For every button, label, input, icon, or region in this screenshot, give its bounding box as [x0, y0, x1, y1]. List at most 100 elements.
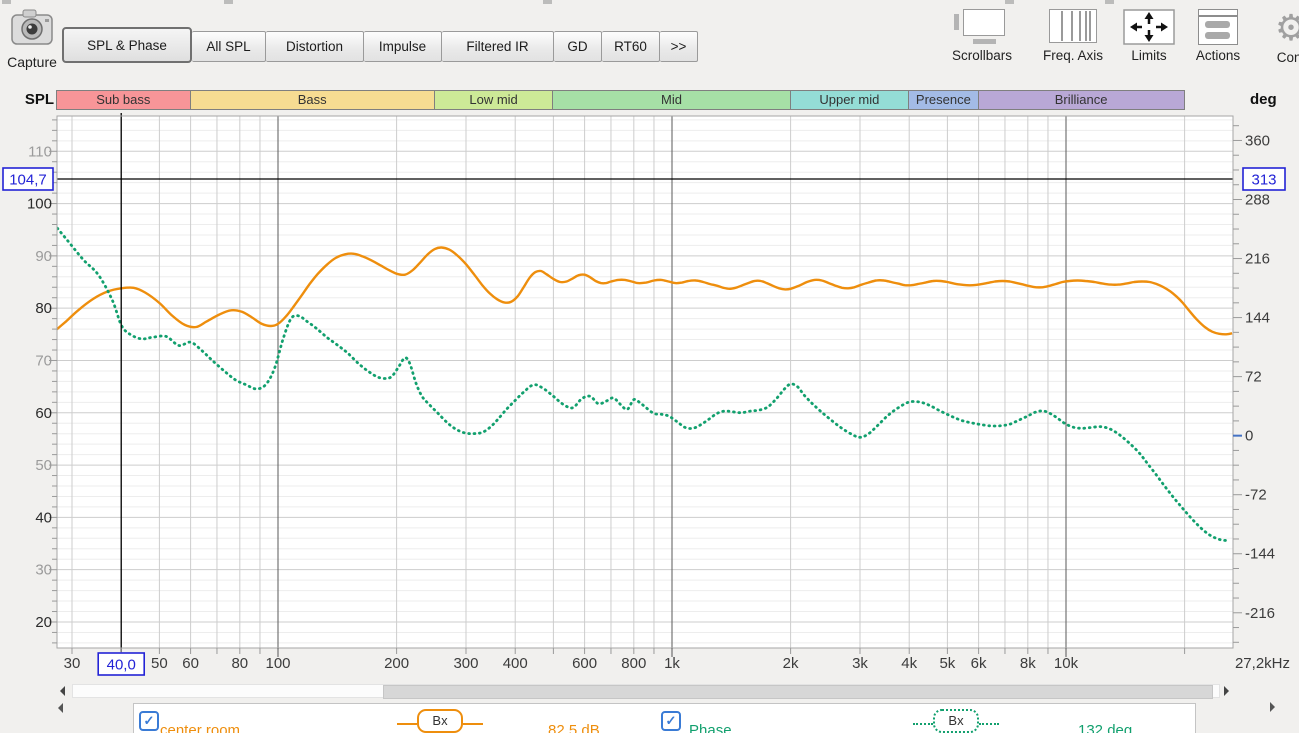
gear-icon: ⚙	[1274, 7, 1299, 48]
limits-button[interactable]: Limits	[1116, 9, 1182, 63]
axis-labels: 110 100 90 80 70 60 50 40 30 20 360 288 216 144 72 0 -72…	[27, 132, 1290, 672]
plot-border	[56, 115, 1234, 649]
cursor-freq-readout: 40,0	[97, 652, 146, 676]
scroll-right-arrow[interactable]	[1224, 686, 1229, 696]
freq-tick-label: 400	[503, 655, 528, 672]
actions-button[interactable]: Actions	[1184, 9, 1252, 63]
freq-tick-label: 800	[621, 655, 646, 672]
tab-impulse[interactable]: Impulse	[364, 31, 442, 62]
freq-tick-label: 3k	[852, 655, 868, 672]
freq-axis-icon	[1049, 9, 1097, 45]
freq-tick-label: 60	[182, 655, 199, 672]
scrollbars-icon	[954, 9, 1010, 45]
deg-tick-label: 0	[1245, 428, 1253, 445]
tab-filtered-ir[interactable]: Filtered IR	[442, 31, 554, 62]
capture-label: Capture	[7, 54, 57, 70]
spl-tick-label: 90	[35, 248, 52, 265]
svg-text:313: 313	[1251, 172, 1276, 189]
menu-sliver	[543, 0, 552, 4]
freq-tick-label: 600	[572, 655, 597, 672]
deg-tick-label: -216	[1245, 605, 1275, 622]
scrollbar-thumb[interactable]	[383, 685, 1213, 699]
freq-tick-label: 50	[151, 655, 168, 672]
freq-tick-label: 10k	[1054, 655, 1079, 672]
spl-axis-title: SPL	[24, 91, 54, 108]
spl-trace-sample-box: Bx	[417, 709, 463, 733]
scroll-left-arrow[interactable]	[60, 686, 65, 696]
freq-tick-label: 5k	[939, 655, 955, 672]
plot-area[interactable]	[57, 116, 1233, 648]
spl-trace-sample-line	[397, 723, 417, 725]
menu-sliver	[224, 0, 233, 4]
phase-trace-sample-line	[979, 723, 999, 725]
spl-tick-label: 30	[35, 562, 52, 579]
spl-tick-label: 110	[28, 143, 52, 160]
freq-tick-label: 1k	[664, 655, 680, 672]
spl-trace-sample-line	[463, 723, 483, 725]
actions-icon	[1198, 9, 1238, 45]
cursor-spl-readout: 104,7	[2, 167, 54, 191]
deg-tick-label: -72	[1245, 487, 1267, 504]
deg-tick-label: 144	[1245, 310, 1270, 327]
freq-tick-label: 8k	[1020, 655, 1036, 672]
spl-tick-label: 100	[27, 196, 52, 213]
band-upper-mid: Upper mid	[789, 90, 910, 110]
controls-button[interactable]: ⚙ Cont	[1256, 7, 1299, 66]
legend-panel: ✓ center room Bx 82,5 dB ✓ Phase Bx 132 …	[133, 703, 1196, 733]
spl-tick-label: 40	[35, 509, 52, 526]
deg-tick-label: -144	[1245, 546, 1275, 563]
freq-axis-button[interactable]: Freq. Axis	[1033, 9, 1113, 63]
menu-sliver	[1005, 0, 1014, 4]
freq-tick-label: 6k	[971, 655, 987, 672]
spl-trace-checkbox[interactable]: ✓	[139, 711, 159, 731]
freq-tick-label: 80	[231, 655, 248, 672]
phase-trace-sample-box: Bx	[933, 709, 979, 733]
spl-trace-name: center room	[160, 722, 241, 733]
scrollbar-track[interactable]	[72, 684, 1220, 699]
tab-more[interactable]: >>	[660, 31, 698, 62]
spl-cursor-value: 82,5 dB	[548, 722, 600, 733]
spl-tick-label: 20	[35, 614, 52, 631]
legend-scroll-right-arrow[interactable]	[1270, 702, 1275, 712]
band-mid: Mid	[552, 90, 791, 110]
cursor-deg-readout: 313	[1242, 167, 1286, 191]
grid	[57, 116, 1233, 648]
horizontal-scrollbar[interactable]	[58, 684, 1234, 699]
legend-scroll-left-arrow[interactable]	[58, 703, 63, 713]
freq-tick-label: 100	[265, 655, 290, 672]
frequency-band-strip: Sub bass Bass Low mid Mid Upper mid Presence B…	[0, 90, 1299, 112]
spl-tick-label: 70	[35, 352, 52, 369]
tab-rt60[interactable]: RT60	[602, 31, 660, 62]
freq-tick-label: 200	[384, 655, 409, 672]
menu-sliver	[2, 0, 11, 4]
menu-sliver	[1105, 0, 1114, 4]
deg-tick-label: 288	[1245, 192, 1270, 209]
camera-icon	[9, 9, 55, 52]
deg-axis-title: deg	[1250, 91, 1277, 108]
phase-cursor-value: 132 deg	[1078, 722, 1133, 733]
spl-tick-label: 80	[35, 300, 52, 317]
spl-tick-label: 60	[35, 405, 52, 422]
deg-tick-label: 72	[1245, 369, 1262, 386]
svg-text:40,0: 40,0	[107, 657, 136, 674]
freq-tick-label: 2k	[783, 655, 799, 672]
deg-tick-label: 216	[1245, 251, 1270, 268]
tab-distortion[interactable]: Distortion	[266, 31, 364, 62]
capture-button[interactable]: Capture	[6, 6, 58, 70]
axis-ticks	[49, 119, 1242, 657]
tab-gd[interactable]: GD	[554, 31, 602, 62]
tab-all-spl[interactable]: All SPL	[192, 31, 266, 62]
freq-tick-label: 4k	[901, 655, 917, 672]
phase-trace-checkbox[interactable]: ✓	[661, 711, 681, 731]
band-presence: Presence	[908, 90, 979, 110]
spl-curve	[57, 246, 1233, 336]
cursor-crosshair	[57, 113, 1233, 652]
band-brilliance: Brilliance	[977, 90, 1185, 110]
tab-spl-and-phase[interactable]: SPL & Phase	[62, 27, 192, 63]
scrollbars-button[interactable]: Scrollbars	[941, 9, 1023, 63]
limits-icon	[1123, 9, 1175, 45]
spl-tick-label: 50	[35, 457, 52, 474]
freq-tick-label: 300	[453, 655, 478, 672]
